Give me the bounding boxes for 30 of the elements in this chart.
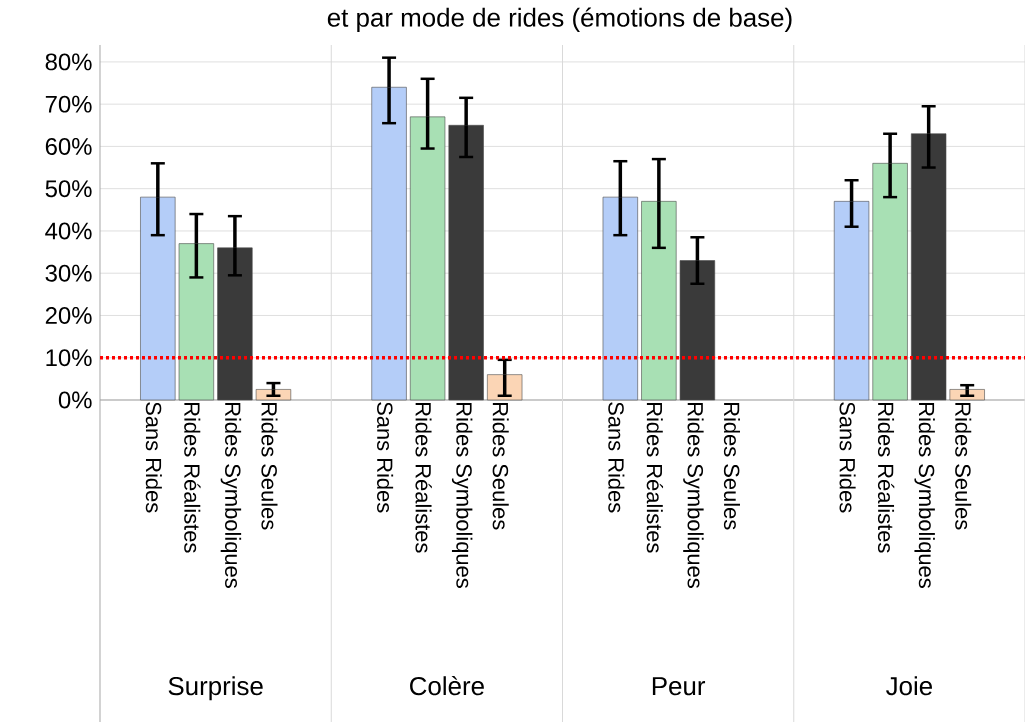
y-tick-label: 40% [45, 222, 92, 240]
text: Joie [886, 676, 932, 696]
y-tick-label: 0% [58, 391, 92, 409]
x-tick-label: Rides Symboliques [914, 402, 935, 588]
text: Peur [652, 677, 706, 696]
x-tick-label: Rides Symboliques [451, 402, 473, 588]
y-tick-label: 60% [45, 137, 92, 155]
y-tick-label: 50% [45, 180, 92, 198]
x-tick-label: Rides Réalistes [415, 402, 432, 553]
text: Surprise [168, 676, 263, 701]
y-tick-label: 70% [45, 95, 92, 113]
x-tick-label: Rides Seules [955, 402, 972, 530]
y-tick-label: 30% [45, 264, 92, 282]
chart-title: et par mode de rides (émotions de base) [327, 7, 792, 32]
y-tick-label: 20% [45, 307, 92, 324]
x-tick-label: Rides Symboliques [220, 402, 242, 588]
y-tick-label: 80% [45, 53, 92, 71]
x-tick-label: Rides Réalistes [877, 402, 895, 553]
x-tick-label: Sans Rides [608, 402, 625, 513]
x-tick-label: Rides Seules [261, 402, 278, 530]
text: Colère [410, 675, 484, 696]
x-tick-label: Sans Rides [839, 402, 856, 513]
y-tick-label: 10% [46, 349, 92, 367]
x-tick-label: Rides Seules [723, 402, 740, 530]
x-tick-label: Sans Rides [145, 402, 162, 513]
x-tick-label: Sans Rides [377, 402, 394, 513]
x-tick-label: Rides Seules [492, 402, 509, 530]
x-tick-label: Rides Réalistes [646, 402, 664, 553]
x-tick-label: Rides Symboliques [683, 402, 704, 588]
x-tick-label: Rides Réalistes [184, 402, 201, 553]
